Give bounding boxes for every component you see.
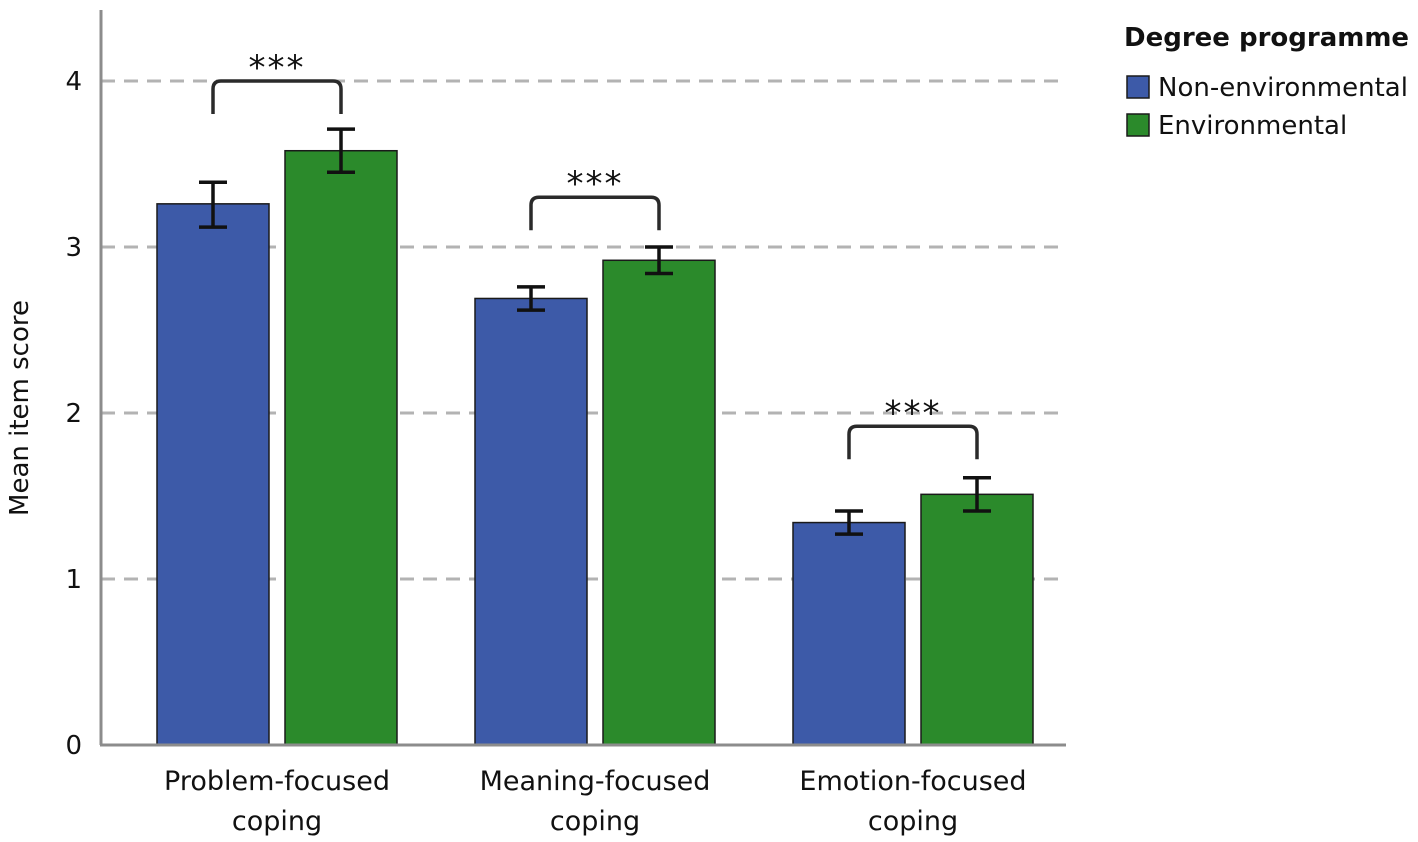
significance-label: *** [249, 48, 306, 88]
bar-environmental-0 [284, 149, 398, 746]
significance-bracket: *** [529, 164, 661, 231]
bars [156, 149, 1034, 746]
x-category-label: Emotion-focused [799, 766, 1026, 797]
y-tick-label: 0 [65, 731, 82, 761]
x-category-label: coping [232, 806, 322, 837]
y-tick-label: 3 [65, 233, 82, 263]
y-tick-label: 2 [65, 399, 82, 429]
legend-label: Non-environmental [1158, 73, 1408, 103]
legend-item: Non-environmental [1126, 73, 1408, 103]
y-tick-label: 1 [65, 565, 82, 595]
error-bar [835, 509, 863, 536]
error-bar [199, 180, 227, 229]
significance-bracket: *** [211, 48, 343, 114]
significance-brackets: *** *** *** [211, 48, 979, 460]
bar-non-environmental-1 [474, 297, 588, 746]
error-bar [327, 127, 355, 175]
error-bars [199, 127, 991, 536]
error-bar [963, 475, 991, 513]
legend-label: Environmental [1158, 111, 1347, 141]
error-bar [645, 245, 673, 276]
significance-label: *** [567, 164, 624, 204]
legend-swatch [1126, 113, 1150, 137]
bar-non-environmental-2 [792, 521, 906, 746]
legend-swatch [1126, 75, 1150, 99]
error-bar [517, 285, 545, 312]
legend-item: Environmental [1126, 111, 1347, 141]
bar-non-environmental-0 [156, 203, 270, 746]
legend: Degree programme Non-environmental Enviro… [1124, 23, 1409, 141]
bar-environmental-1 [602, 259, 716, 746]
axes: 0 1 2 3 4 Problem-focused coping Meaning-focuse… [65, 10, 1066, 837]
y-tick-label: 4 [65, 67, 82, 97]
x-category-label: Problem-focused [164, 766, 390, 797]
x-category-label: Meaning-focused [480, 766, 711, 797]
y-axis-title: Mean item score [5, 300, 35, 516]
significance-bracket: *** [847, 393, 979, 460]
x-category-label: coping [868, 806, 958, 837]
x-category-label: coping [550, 806, 640, 837]
legend-title: Degree programme [1124, 23, 1409, 53]
bar-environmental-2 [920, 493, 1034, 746]
significance-label: *** [885, 393, 942, 433]
